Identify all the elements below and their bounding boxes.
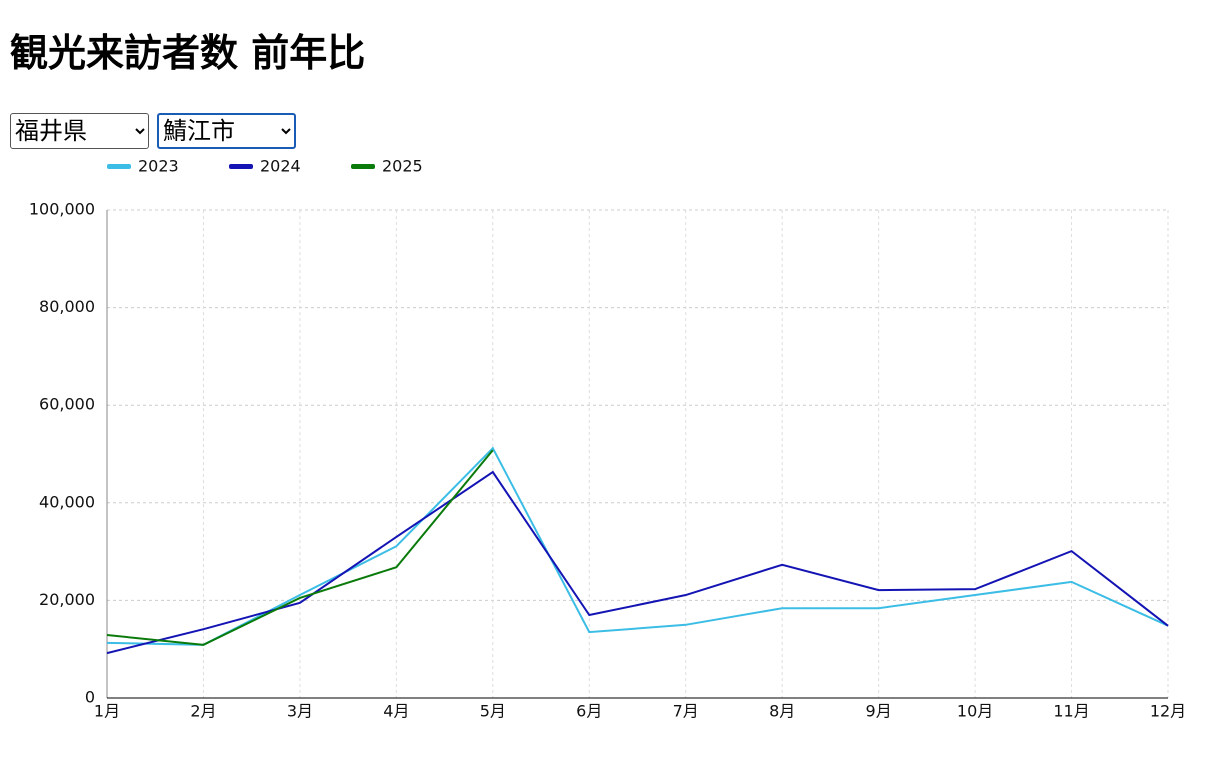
series-line xyxy=(106,470,1169,655)
legend-label: 2024 xyxy=(260,157,301,176)
city-select[interactable]: 鯖江市 xyxy=(157,113,296,149)
legend-label: 2023 xyxy=(138,157,179,176)
y-tick-label: 100,000 xyxy=(29,200,95,219)
x-tick-label: 2月 xyxy=(190,702,216,721)
chart-title: 観光来訪者数 前年比 xyxy=(10,31,366,75)
x-tick-label: 11月 xyxy=(1053,702,1089,721)
prefecture-select[interactable]: 福井県 xyxy=(10,113,149,149)
series-line xyxy=(106,449,494,646)
y-tick-label: 60,000 xyxy=(39,395,95,414)
legend-swatch xyxy=(229,164,253,169)
legend-label: 2025 xyxy=(382,157,423,176)
x-tick-label: 10月 xyxy=(957,702,993,721)
x-tick-label: 9月 xyxy=(866,702,892,721)
y-tick-label: 20,000 xyxy=(39,590,95,609)
legend-swatch xyxy=(107,164,131,169)
legend-swatch xyxy=(351,164,375,169)
x-tick-label: 5月 xyxy=(480,702,506,721)
x-tick-label: 3月 xyxy=(287,702,313,721)
x-tick-label: 7月 xyxy=(673,702,699,721)
x-tick-label: 8月 xyxy=(769,702,795,721)
x-tick-label: 1月 xyxy=(94,702,120,721)
x-tick-label: 6月 xyxy=(576,702,602,721)
x-tick-label: 4月 xyxy=(383,702,409,721)
y-tick-label: 80,000 xyxy=(39,297,95,316)
x-tick-label: 12月 xyxy=(1150,702,1186,721)
y-tick-label: 40,000 xyxy=(39,492,95,511)
series-line xyxy=(106,446,1169,646)
y-tick-label: 0 xyxy=(85,688,95,707)
